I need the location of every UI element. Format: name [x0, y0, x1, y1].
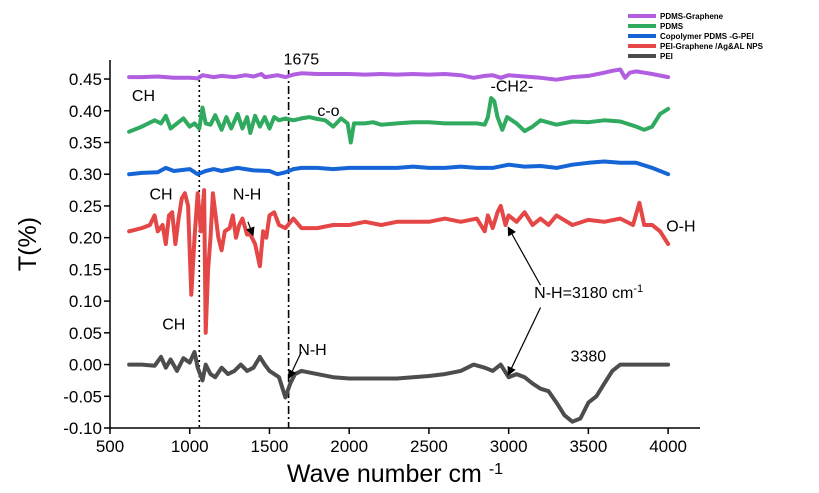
x-tick-label: 3000	[490, 437, 528, 456]
series-line-4	[127, 349, 671, 424]
x-tick-label: 2500	[410, 437, 448, 456]
x-tick-label: 500	[96, 437, 124, 456]
y-tick-label: -0.05	[63, 387, 102, 406]
ticks: 500 1000 1500 2000 2500 3000 3500 4000 -0.10 -0.0…	[63, 70, 687, 456]
y-tick-label: 0.45	[69, 70, 102, 89]
annotation-label: 3380	[571, 348, 607, 365]
x-axis-title: Wave number cm -1	[287, 460, 503, 488]
annotation-label: CH	[149, 187, 172, 204]
annotation-arrow	[246, 221, 255, 237]
annotation-arrow	[507, 307, 542, 376]
series-line-3	[127, 188, 671, 335]
legend-entry-label: PDMS-Graphene	[660, 12, 724, 21]
nh-3180-label-main: N-H=3180 cm	[534, 285, 633, 302]
y-tick-label: 0.20	[69, 229, 102, 248]
y-axis-title: T(%)	[14, 217, 42, 271]
x-tick-label: 2000	[330, 437, 368, 456]
y-tick-label: 0.35	[69, 133, 102, 152]
reference-lines	[198, 70, 290, 428]
series-line-0	[127, 67, 671, 82]
legend-entry-label: PDMS	[660, 22, 684, 31]
y-tick-label: 0.25	[69, 197, 102, 216]
annotation-label: CH	[162, 317, 185, 334]
legend-entry-label: Copolymer PDMS -G-PEI	[660, 32, 754, 41]
annotation-label: N-H	[233, 187, 261, 204]
y-tick-label: 0.05	[69, 324, 102, 343]
x-axis-title-main: Wave number cm	[287, 460, 482, 488]
x-tick-label: 4000	[649, 437, 687, 456]
legend-entry-label: PEI	[660, 52, 673, 61]
annotation-label: O-H	[666, 218, 695, 235]
annotation-arrow	[507, 226, 542, 286]
y-tick-label: 0.10	[69, 292, 102, 311]
annotation-label: c-o	[317, 103, 339, 120]
nh-3180-label: N-H=3180 cm-1	[534, 283, 643, 302]
legend-entry-label: PEI-Graphene /Ag&AL NPS	[660, 42, 764, 51]
annotation-label: CH	[132, 88, 155, 105]
annotation-arrow	[288, 351, 302, 380]
series-line-1	[127, 96, 671, 145]
annotation-label: -CH2-	[491, 79, 534, 96]
y-tick-label: -0.10	[63, 419, 102, 438]
axes	[109, 60, 700, 429]
nh-3180-label-sup: -1	[633, 283, 643, 295]
y-tick-label: 0.15	[69, 260, 102, 279]
annotation-label: N-H	[298, 342, 326, 359]
series-layer	[127, 67, 671, 424]
x-tick-label: 1500	[251, 437, 289, 456]
y-tick-label: 0.40	[69, 102, 102, 121]
y-tick-label: 0.00	[69, 356, 102, 375]
x-tick-label: 1000	[171, 437, 209, 456]
annotation-label: 1675	[284, 51, 320, 68]
annotations: 1675 CH c-o -CH2- CH N-H O-H CH N-H 3380 N-H=3180 …	[132, 51, 696, 380]
x-tick-label: 3500	[569, 437, 607, 456]
x-axis-title-sup: -1	[489, 461, 503, 478]
series-line-2	[127, 159, 671, 177]
y-tick-label: 0.30	[69, 165, 102, 184]
